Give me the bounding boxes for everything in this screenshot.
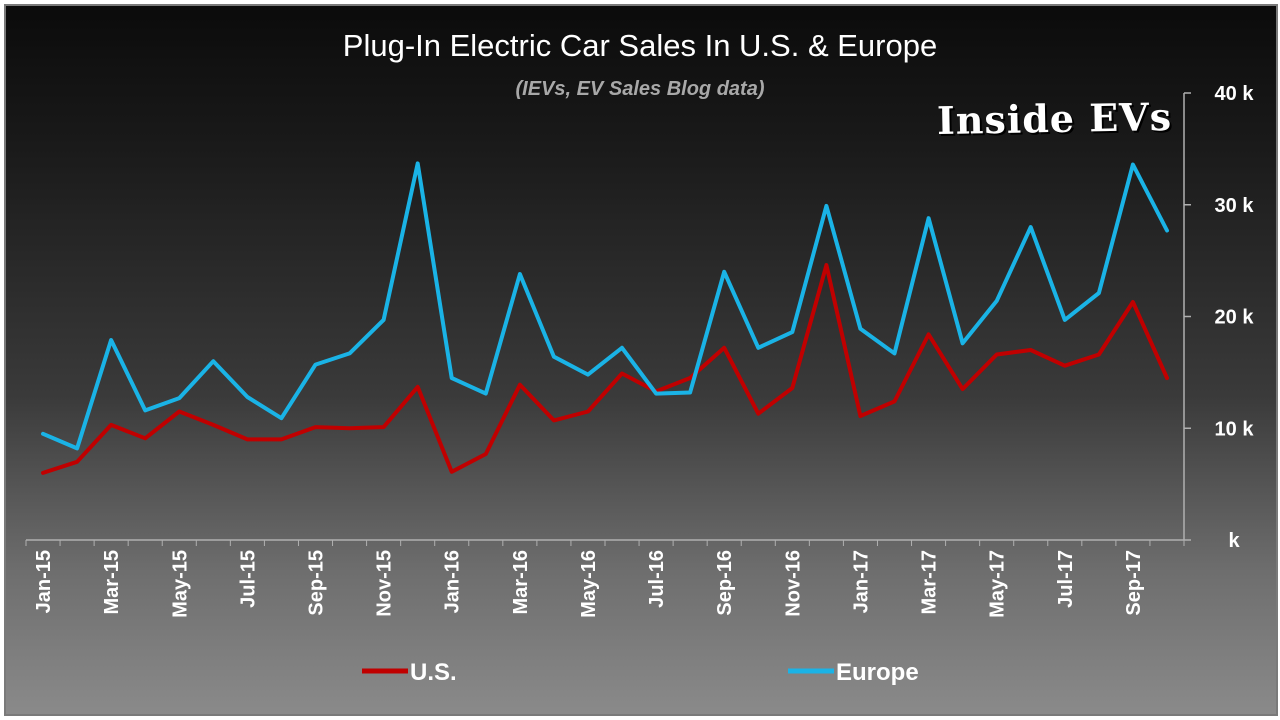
x-tick-label: Jan-17: [850, 550, 872, 613]
x-tick-label: Nov-15: [374, 550, 396, 617]
chart-subtitle: (IEVs, EV Sales Blog data): [515, 78, 765, 100]
x-tick-label: Jan-15: [33, 550, 55, 613]
x-tick-label: Sep-16: [714, 550, 736, 616]
chart-title: Plug-In Electric Car Sales In U.S. & Eur…: [342, 28, 938, 63]
legend-label-u-s: U.S.: [410, 659, 457, 686]
x-tick-label: May-15: [169, 550, 191, 618]
y-tick-label: k: [1228, 530, 1240, 552]
x-tick-label: Jul-16: [646, 550, 668, 608]
x-tick-label: Sep-15: [306, 550, 328, 616]
x-tick-label: Jan-16: [442, 550, 464, 613]
y-tick-label: 40 k: [1215, 83, 1255, 105]
legend-label-europe: Europe: [836, 659, 919, 686]
x-tick-label: Nov-16: [782, 550, 804, 617]
x-tick-label: May-16: [578, 550, 600, 618]
y-tick-label: 10 k: [1215, 418, 1255, 440]
series-line-europe: [41, 161, 1169, 451]
x-tick-label: Jul-15: [237, 550, 259, 608]
x-tick-label: Mar-17: [919, 550, 941, 614]
x-tick-label: Sep-17: [1123, 550, 1145, 616]
y-tick-label: 20 k: [1215, 307, 1255, 329]
y-tick-label: 30 k: [1215, 195, 1255, 217]
x-tick-label: Mar-16: [510, 550, 532, 614]
x-tick-label: Jul-17: [1055, 550, 1077, 608]
chart-frame: [4, 4, 1278, 716]
series-line-u-s: [41, 263, 1169, 475]
x-tick-label: May-17: [987, 550, 1009, 618]
x-tick-label: Mar-15: [101, 550, 123, 614]
